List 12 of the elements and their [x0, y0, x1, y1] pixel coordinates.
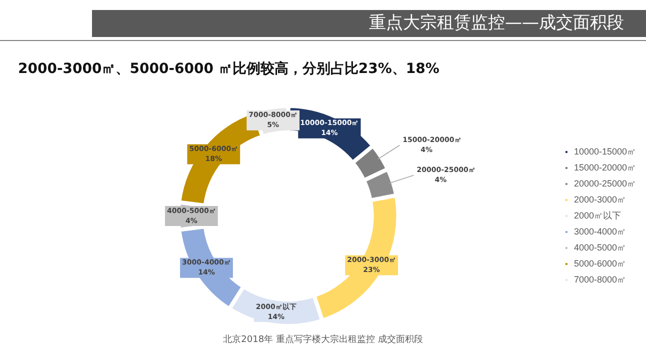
- text: 北京2018年 重点写字楼大宗出租监控 成交面积段: [222, 334, 424, 346]
- legend-label: 15000-20000㎡: [574, 162, 636, 172]
- legend-label: 5000-6000㎡: [574, 258, 626, 268]
- legend-label: 2000㎡以下: [574, 210, 621, 220]
- legend-label: 10000-15000㎡: [574, 146, 636, 156]
- legend-label: 20000-25000㎡: [574, 178, 636, 188]
- chart-subtitle: 2000-3000㎡、5000-6000 ㎡比例较高，分别占比23%、18%: [18, 60, 440, 78]
- legend-label: 3000-4000㎡: [574, 226, 626, 236]
- chart-title: 重点大宗租赁监控——成交面积段: [92, 10, 646, 37]
- legend-label: 7000-8000㎡: [574, 274, 626, 284]
- legend-label: 4000-5000㎡: [574, 242, 626, 252]
- legend-label: 2000-3000㎡: [574, 194, 626, 204]
